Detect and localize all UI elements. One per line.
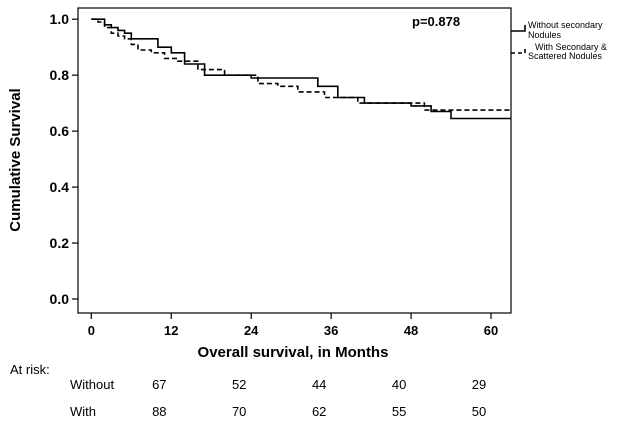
at-risk-value-with: 88 xyxy=(152,404,166,419)
at-risk-value-with: 55 xyxy=(392,404,406,419)
at-risk-value-without: 44 xyxy=(312,377,326,392)
y-tick-label: 0.2 xyxy=(50,235,70,251)
legend-label-without-line1: Without secondary xyxy=(528,20,603,30)
at-risk-value-with: 50 xyxy=(472,404,486,419)
at-risk-row-label-without: Without xyxy=(70,377,114,392)
x-axis-ticks: 0 12 24 36 48 60 xyxy=(88,313,498,338)
x-tick-label: 24 xyxy=(244,323,259,338)
at-risk-value-without: 52 xyxy=(232,377,246,392)
at-risk-table: At risk: Without With 67 52 44 40 29 88 70 62 55… xyxy=(10,362,486,419)
legend-label-with-line1: With Secondary & xyxy=(535,42,607,52)
survival-curves xyxy=(91,18,511,120)
y-tick-label: 0.0 xyxy=(50,291,70,307)
plot-frame xyxy=(77,7,512,314)
legend: Without secondary Nodules With Secondary… xyxy=(511,20,607,61)
p-value-annotation: p=0.878 xyxy=(412,14,460,29)
at-risk-value-without: 29 xyxy=(472,377,486,392)
curve-without-secondary-nodules xyxy=(91,18,511,120)
x-axis-title: Overall survival, in Months xyxy=(198,344,389,361)
y-tick-label: 0.4 xyxy=(50,179,70,195)
x-tick-label: 36 xyxy=(324,323,338,338)
at-risk-value-with: 62 xyxy=(312,404,326,419)
legend-symbol-without xyxy=(511,25,526,32)
y-tick-label: 1.0 xyxy=(50,11,70,27)
y-axis-title: Cumulative Survival xyxy=(7,88,24,231)
at-risk-value-without: 40 xyxy=(392,377,406,392)
at-risk-value-without: 67 xyxy=(152,377,166,392)
legend-label-with-line2: Scattered Nodules xyxy=(528,51,603,61)
legend-label-without-line2: Nodules xyxy=(528,30,562,40)
at-risk-value-with: 70 xyxy=(232,404,246,419)
x-tick-label: 48 xyxy=(404,323,418,338)
curve-with-secondary-nodules xyxy=(91,18,511,111)
y-axis-ticks: 0.0 0.2 0.4 0.6 0.8 1.0 xyxy=(50,11,78,307)
at-risk-title: At risk: xyxy=(10,362,50,377)
legend-symbol-with xyxy=(511,47,526,54)
at-risk-row-label-with: With xyxy=(70,404,96,419)
x-tick-label: 60 xyxy=(484,323,498,338)
y-tick-label: 0.8 xyxy=(50,67,70,83)
at-risk-values: 67 52 44 40 29 88 70 62 55 50 xyxy=(152,377,486,419)
x-tick-label: 0 xyxy=(88,323,95,338)
y-tick-label: 0.6 xyxy=(50,123,70,139)
x-tick-label: 12 xyxy=(164,323,178,338)
